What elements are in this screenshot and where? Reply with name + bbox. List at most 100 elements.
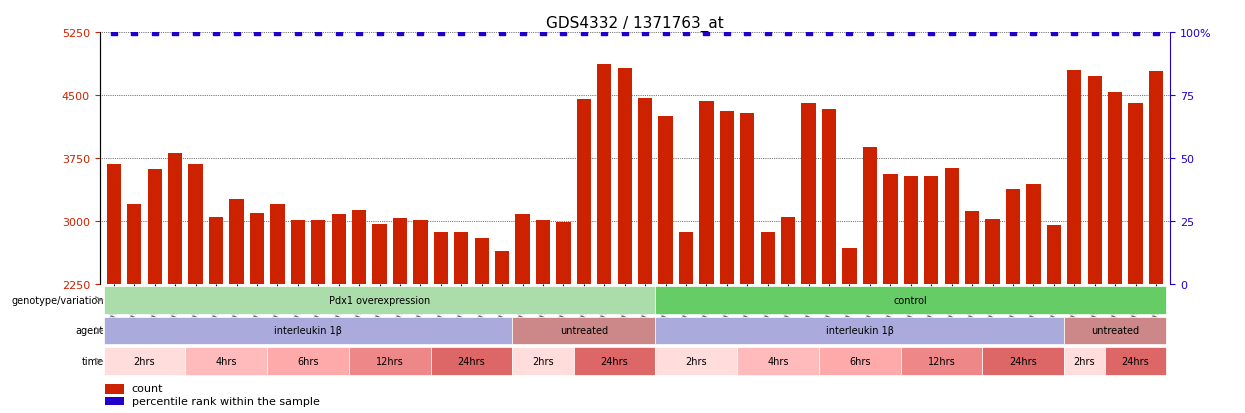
Point xyxy=(472,30,492,36)
Bar xyxy=(863,148,876,413)
FancyBboxPatch shape xyxy=(103,317,513,344)
Point xyxy=(1043,30,1063,36)
FancyBboxPatch shape xyxy=(1064,348,1104,375)
Point xyxy=(411,30,431,36)
Point xyxy=(533,30,553,36)
Bar xyxy=(883,175,898,413)
Text: 2hrs: 2hrs xyxy=(133,356,156,366)
FancyBboxPatch shape xyxy=(268,348,349,375)
Point xyxy=(574,30,594,36)
Bar xyxy=(1088,77,1102,413)
Bar xyxy=(496,251,509,413)
FancyBboxPatch shape xyxy=(655,317,1064,344)
Point xyxy=(594,30,614,36)
Text: Pdx1 overexpression: Pdx1 overexpression xyxy=(329,295,431,305)
Point xyxy=(880,30,900,36)
Bar xyxy=(433,233,448,413)
Bar xyxy=(250,213,264,413)
Bar xyxy=(209,218,223,413)
Bar xyxy=(822,109,837,413)
Point xyxy=(656,30,676,36)
FancyBboxPatch shape xyxy=(513,348,574,375)
Bar xyxy=(168,154,182,413)
FancyBboxPatch shape xyxy=(982,348,1064,375)
Text: 4hrs: 4hrs xyxy=(215,356,237,366)
FancyBboxPatch shape xyxy=(1104,348,1167,375)
Text: untreated: untreated xyxy=(1091,326,1139,336)
Bar xyxy=(413,221,427,413)
Point xyxy=(1023,30,1043,36)
FancyBboxPatch shape xyxy=(1064,317,1167,344)
Point xyxy=(1084,30,1104,36)
Point xyxy=(166,30,186,36)
Text: percentile rank within the sample: percentile rank within the sample xyxy=(132,396,320,406)
Text: 6hrs: 6hrs xyxy=(298,356,319,366)
Bar xyxy=(679,233,693,413)
Bar xyxy=(1128,104,1143,413)
FancyBboxPatch shape xyxy=(900,348,982,375)
FancyBboxPatch shape xyxy=(103,286,655,314)
Bar xyxy=(188,165,203,413)
Bar xyxy=(372,224,387,413)
Bar xyxy=(311,221,325,413)
Text: control: control xyxy=(894,295,928,305)
Point xyxy=(901,30,921,36)
Point xyxy=(288,30,308,36)
FancyBboxPatch shape xyxy=(186,348,268,375)
Point xyxy=(941,30,961,36)
Bar xyxy=(290,220,305,413)
FancyBboxPatch shape xyxy=(819,348,900,375)
Bar xyxy=(1026,185,1041,413)
Point xyxy=(1147,30,1167,36)
Bar xyxy=(270,205,285,413)
Bar xyxy=(557,223,570,413)
Bar xyxy=(535,220,550,413)
FancyBboxPatch shape xyxy=(655,348,737,375)
Point xyxy=(860,30,880,36)
Point xyxy=(962,30,982,36)
Point xyxy=(451,30,471,36)
Point xyxy=(615,30,635,36)
Point xyxy=(390,30,410,36)
Text: 2hrs: 2hrs xyxy=(1073,356,1096,366)
Bar xyxy=(352,211,366,413)
Point xyxy=(186,30,205,36)
Bar xyxy=(761,233,774,413)
FancyBboxPatch shape xyxy=(431,348,513,375)
Point xyxy=(227,30,247,36)
Point xyxy=(268,30,288,36)
Text: genotype/variation: genotype/variation xyxy=(11,295,103,305)
Bar xyxy=(105,397,125,405)
Bar xyxy=(105,384,125,394)
Bar xyxy=(637,98,652,413)
Point xyxy=(737,30,757,36)
Text: 6hrs: 6hrs xyxy=(849,356,870,366)
Bar xyxy=(576,99,591,413)
Bar xyxy=(1108,93,1122,413)
Point xyxy=(124,30,144,36)
Bar xyxy=(1006,190,1020,413)
Point xyxy=(144,30,164,36)
Text: count: count xyxy=(132,383,163,393)
Bar xyxy=(985,219,1000,413)
Point xyxy=(839,30,859,36)
Text: time: time xyxy=(82,356,103,366)
Bar xyxy=(965,211,980,413)
Text: 2hrs: 2hrs xyxy=(532,356,554,366)
Point xyxy=(431,30,451,36)
Text: untreated: untreated xyxy=(560,326,608,336)
Point xyxy=(717,30,737,36)
Bar xyxy=(1067,71,1082,413)
Bar xyxy=(924,176,939,413)
Text: agent: agent xyxy=(76,326,103,336)
Bar xyxy=(393,218,407,413)
Bar xyxy=(474,238,489,413)
Bar xyxy=(700,102,713,413)
Bar xyxy=(1047,225,1061,413)
Text: 12hrs: 12hrs xyxy=(928,356,955,366)
Bar xyxy=(618,69,632,413)
Text: 4hrs: 4hrs xyxy=(767,356,789,366)
FancyBboxPatch shape xyxy=(655,286,1167,314)
Bar xyxy=(148,170,162,413)
Bar xyxy=(945,169,959,413)
